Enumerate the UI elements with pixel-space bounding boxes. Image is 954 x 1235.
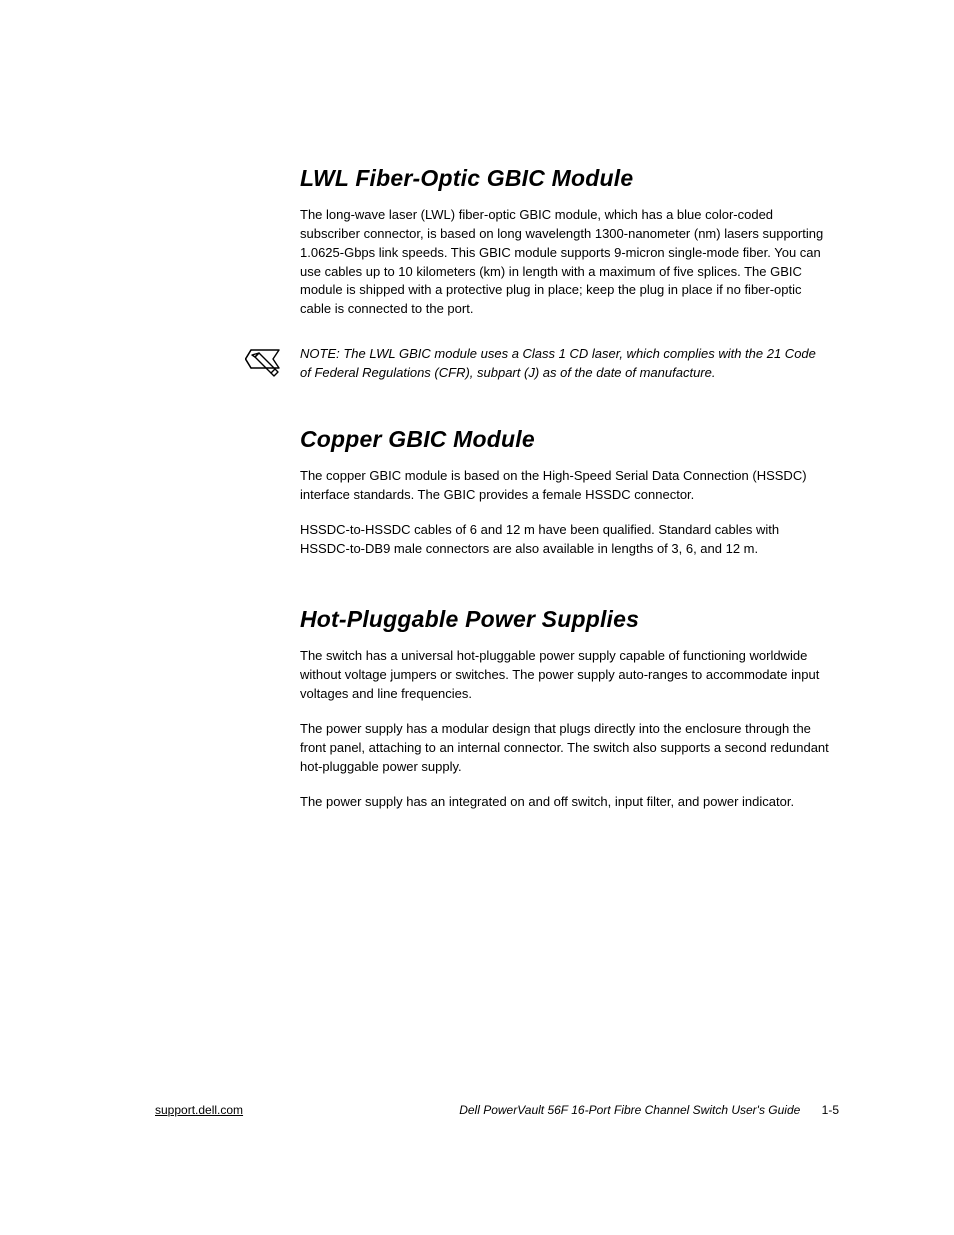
note-pencil-icon [245,347,285,379]
footer-url[interactable]: support.dell.com [155,1103,243,1117]
footer-doc-title: Dell PowerVault 56F 16-Port Fibre Channe… [459,1103,839,1117]
note-text: NOTE: The LWL GBIC module uses a Class 1… [300,345,830,383]
para-copper-1: The copper GBIC module is based on the H… [300,467,830,505]
para-copper-2: HSSDC-to-HSSDC cables of 6 and 12 m have… [300,521,830,559]
para-lwl-1: The long-wave laser (LWL) fiber-optic GB… [300,206,830,319]
footer-title-text: Dell PowerVault 56F 16-Port Fibre Channe… [459,1103,800,1117]
para-power-2: The power supply has a modular design th… [300,720,830,777]
para-power-1: The switch has a universal hot-pluggable… [300,647,830,704]
note-icon-wrap [245,345,300,384]
note-block: NOTE: The LWL GBIC module uses a Class 1… [245,345,830,384]
heading-copper: Copper GBIC Module [300,426,830,453]
page-footer: support.dell.com Dell PowerVault 56F 16-… [155,1103,839,1117]
footer-page-number: 1-5 [822,1103,839,1117]
para-power-3: The power supply has an integrated on an… [300,793,830,812]
content-column: LWL Fiber-Optic GBIC Module The long-wav… [300,165,830,811]
heading-lwl: LWL Fiber-Optic GBIC Module [300,165,830,192]
heading-power: Hot-Pluggable Power Supplies [300,606,830,633]
document-page: LWL Fiber-Optic GBIC Module The long-wav… [0,0,954,1235]
